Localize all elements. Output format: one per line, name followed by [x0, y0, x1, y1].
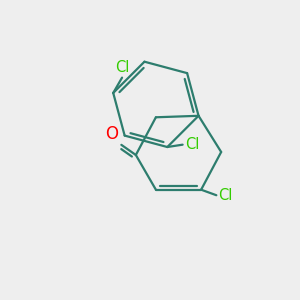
Text: Cl: Cl: [185, 137, 200, 152]
Text: Cl: Cl: [115, 60, 129, 75]
Text: Cl: Cl: [218, 188, 232, 203]
Text: O: O: [105, 125, 118, 143]
